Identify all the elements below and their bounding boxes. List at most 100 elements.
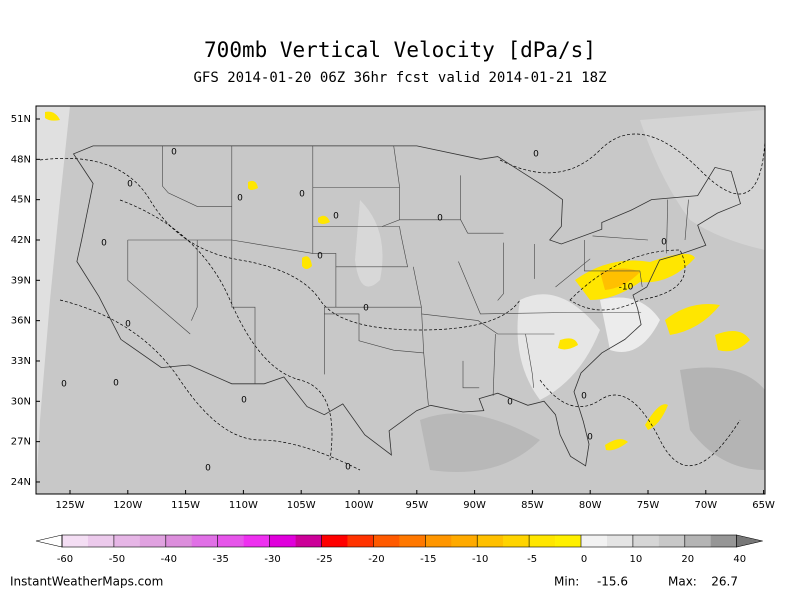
colorbar-swatch	[87, 535, 115, 547]
field-patch	[248, 180, 258, 190]
state-border	[584, 240, 640, 272]
country-border	[72, 145, 741, 467]
field-background	[36, 106, 765, 494]
lon-label: 125W	[56, 500, 85, 511]
contour-label: 0	[237, 194, 243, 204]
contour-label: 0	[101, 239, 107, 249]
state-border	[127, 239, 313, 254]
lat-label: 33N	[11, 356, 31, 367]
state-border	[666, 199, 668, 254]
lat-label: 42N	[11, 235, 31, 246]
colorbar-label: -5	[527, 554, 537, 565]
colorbar-swatch	[710, 535, 737, 547]
colorbar-label: -25	[316, 554, 332, 565]
colorbar-label: -10	[472, 554, 488, 565]
contour-label: 0	[127, 180, 133, 190]
field-patch	[605, 439, 628, 451]
contour-label: 0	[299, 190, 305, 200]
map-field	[36, 106, 765, 494]
colorbar-label: -50	[109, 554, 125, 565]
state-border	[492, 333, 496, 396]
colorbar-end-right	[736, 534, 763, 548]
colorbar-swatch	[684, 535, 712, 547]
colorbar-swatch	[658, 535, 686, 547]
contour-line	[569, 249, 686, 311]
field-patch	[600, 268, 640, 290]
colorbar-swatch	[269, 535, 296, 547]
colorbar-label: -15	[420, 554, 436, 565]
contour-label: 0	[113, 379, 119, 389]
field-patch	[665, 304, 720, 335]
contour-label: 0	[125, 320, 131, 330]
colorbar-swatch	[191, 535, 218, 547]
contour-line	[539, 379, 741, 467]
field-patch	[715, 331, 750, 352]
lat-label: 36N	[11, 316, 31, 327]
contour-label: 0	[437, 214, 443, 224]
colorbar-swatch	[243, 535, 270, 547]
colorbar-swatch	[529, 535, 556, 547]
state-border	[458, 261, 642, 315]
lon-label: 65W	[752, 500, 775, 511]
contour-line	[39, 157, 521, 331]
state-border	[312, 226, 408, 268]
lon-label: 100W	[345, 500, 374, 511]
field-patch	[600, 297, 660, 352]
min-value: -15.6	[597, 575, 628, 589]
state-border	[592, 235, 649, 241]
state-border	[684, 199, 689, 241]
lon-label: 85W	[521, 500, 544, 511]
field-patch	[302, 256, 312, 269]
state-border	[525, 333, 534, 388]
lon-label: 90W	[463, 500, 486, 511]
borders	[72, 145, 741, 467]
colorbar-swatch	[581, 535, 608, 547]
lon-label: 75W	[637, 500, 660, 511]
contour-label: 0	[507, 398, 513, 408]
contour-line	[119, 199, 333, 461]
state-border	[399, 219, 504, 234]
colorbar-swatch	[295, 535, 322, 547]
colorbar-swatch	[347, 535, 374, 547]
lon-label: 80W	[579, 500, 602, 511]
colorbar-swatch	[606, 535, 634, 547]
lat-label: 39N	[11, 275, 31, 286]
state-border	[231, 145, 256, 384]
title: 700mb Vertical Velocity [dPa/s]	[204, 38, 596, 62]
contour-label: 0	[345, 463, 351, 473]
contour-label: 0	[363, 304, 369, 314]
colorbar-swatch	[503, 535, 530, 547]
colorbar-label: 40	[733, 554, 746, 565]
lon-label: 120W	[113, 500, 142, 511]
contour-label: 0	[587, 433, 593, 443]
state-border	[127, 240, 191, 335]
contour-label: 0	[205, 464, 211, 474]
map-frame	[35, 105, 766, 495]
lat-label: 24N	[11, 477, 31, 488]
colorbar-label: -35	[213, 554, 229, 565]
lon-label: 115W	[171, 500, 200, 511]
state-border	[324, 313, 424, 354]
field-patch	[36, 106, 70, 494]
state-border	[497, 242, 504, 301]
state-border	[421, 313, 555, 335]
min-label: Min:	[554, 575, 579, 589]
field-patch	[420, 413, 540, 472]
colorbar-label: -30	[264, 554, 280, 565]
overlay: 51N 48N 45N 42N 39N 36N 33N 30N 27N 24N 125W 120W 11…	[10, 114, 775, 589]
lon-label: 95W	[405, 500, 428, 511]
contour-label: 0	[241, 396, 247, 406]
colorbar-label: 20	[681, 554, 694, 565]
state-border	[312, 145, 337, 375]
field-patch	[45, 111, 60, 121]
max-value: 26.7	[711, 575, 738, 589]
colorbar-swatch	[373, 535, 400, 547]
max-label: Max:	[668, 575, 697, 589]
lat-label: 51N	[11, 114, 31, 125]
lat-label: 30N	[11, 396, 31, 407]
contour-label: 0	[171, 148, 177, 158]
colorbar-label: 10	[630, 554, 643, 565]
colorbar-swatch	[399, 535, 426, 547]
state-border	[462, 360, 480, 389]
